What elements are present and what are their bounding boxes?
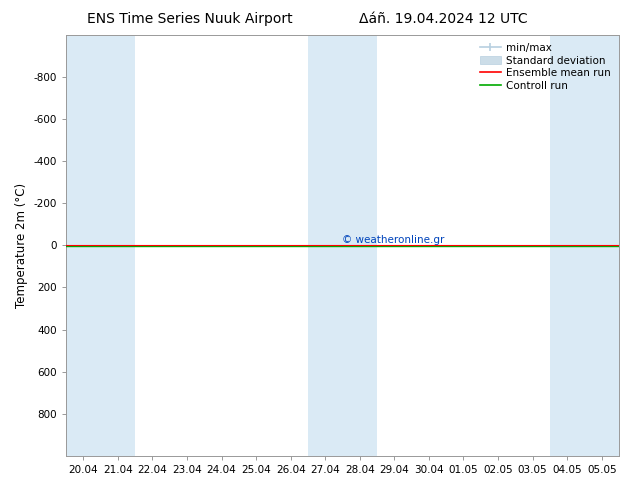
Bar bbox=[66, 35, 101, 456]
Bar bbox=[308, 35, 342, 456]
Bar bbox=[550, 35, 585, 456]
Legend: min/max, Standard deviation, Ensemble mean run, Controll run: min/max, Standard deviation, Ensemble me… bbox=[477, 40, 614, 94]
Text: © weatheronline.gr: © weatheronline.gr bbox=[342, 235, 445, 245]
Bar bbox=[342, 35, 377, 456]
Text: ENS Time Series Nuuk Airport: ENS Time Series Nuuk Airport bbox=[87, 12, 293, 26]
Y-axis label: Temperature 2m (°C): Temperature 2m (°C) bbox=[15, 183, 28, 308]
Bar bbox=[101, 35, 135, 456]
Text: Δáñ. 19.04.2024 12 UTC: Δáñ. 19.04.2024 12 UTC bbox=[359, 12, 528, 26]
Bar bbox=[585, 35, 619, 456]
